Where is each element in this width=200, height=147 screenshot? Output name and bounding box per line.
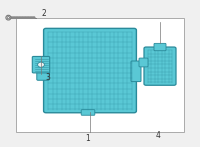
FancyBboxPatch shape (144, 47, 176, 85)
FancyBboxPatch shape (32, 56, 50, 73)
FancyBboxPatch shape (44, 28, 136, 113)
Text: 2: 2 (42, 9, 46, 18)
FancyBboxPatch shape (37, 61, 49, 80)
Text: 1: 1 (86, 134, 90, 143)
FancyBboxPatch shape (16, 18, 184, 132)
FancyBboxPatch shape (81, 110, 95, 115)
FancyBboxPatch shape (131, 61, 141, 82)
FancyBboxPatch shape (139, 58, 148, 67)
Text: 3: 3 (46, 73, 50, 82)
Text: 4: 4 (156, 131, 160, 140)
FancyBboxPatch shape (154, 43, 166, 51)
Ellipse shape (38, 62, 44, 67)
